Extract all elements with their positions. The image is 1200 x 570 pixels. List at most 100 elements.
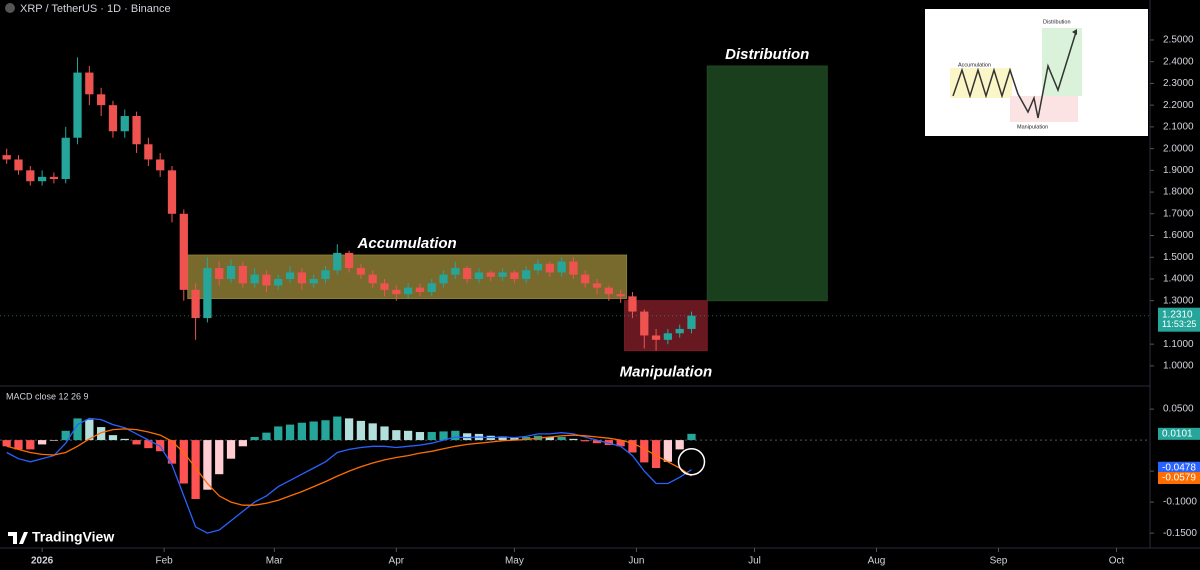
candle-body (49, 176, 59, 180)
histogram-bar (274, 426, 283, 441)
candle-body (522, 270, 531, 279)
candle-body (651, 335, 661, 340)
histogram-bar (403, 430, 413, 441)
candle-body (167, 170, 177, 214)
candle-body (403, 287, 413, 295)
candle-body (463, 268, 472, 279)
y-tick-label: 1.7000 (1163, 208, 1194, 219)
candle-body (510, 272, 519, 279)
histogram-bar (2, 440, 11, 447)
candle-body (73, 72, 82, 138)
y-tick-label: 1.3000 (1163, 295, 1194, 306)
candle-body (108, 105, 118, 132)
candle-body (415, 287, 425, 293)
logo-icon (8, 532, 28, 544)
candle-body (274, 278, 283, 286)
histogram-bar (510, 437, 519, 441)
candle-body (309, 278, 318, 284)
x-tick-label: Jun (628, 556, 644, 567)
y-tick-label: 1.5000 (1163, 252, 1194, 263)
y-tick-label: 0.0500 (1163, 404, 1194, 415)
candle-body (557, 261, 566, 273)
candle-body (179, 213, 188, 290)
y-tick-label: -0.1500 (1163, 528, 1197, 539)
x-tick-label: 2026 (31, 556, 54, 567)
candle-body (486, 272, 495, 277)
x-tick-label: Aug (868, 556, 886, 567)
candle-body (498, 272, 507, 277)
candle-body (344, 252, 354, 269)
histogram-bar (167, 440, 177, 464)
y-tick-label: 2.4000 (1163, 56, 1194, 67)
histogram-bar (321, 420, 330, 441)
y-tick-label: 1.6000 (1163, 230, 1194, 241)
histogram-bar (592, 440, 602, 444)
candle-body (120, 116, 129, 132)
histogram-bar (569, 438, 578, 441)
y-tick-label: 2.1000 (1163, 122, 1194, 133)
y-tick-label: 1.1000 (1163, 339, 1194, 350)
candle-body (533, 263, 543, 271)
histogram-bar (120, 438, 129, 441)
y-tick-label: 1.9000 (1163, 165, 1194, 176)
y-tick-label: 1.0000 (1163, 361, 1194, 372)
candle-body (144, 144, 153, 160)
histogram-bar (144, 440, 153, 449)
value-badge (1158, 472, 1200, 484)
histogram-bar (451, 430, 460, 441)
candle-body (569, 261, 578, 275)
histogram-bar (356, 420, 366, 441)
y-tick-label: 2.0000 (1163, 143, 1194, 154)
histogram-bar (628, 440, 637, 453)
histogram-bar (49, 440, 59, 441)
candle-body (616, 294, 625, 297)
candle-body (474, 272, 484, 279)
value-badge-label: 0.0101 (1162, 428, 1193, 439)
histogram-bar (344, 418, 354, 441)
header: XRP / TetherUS · 1D · Binance (20, 3, 171, 15)
candle-body (238, 265, 247, 284)
x-tick-label: Oct (1109, 556, 1125, 567)
histogram-bar (368, 423, 377, 441)
zone (706, 65, 828, 302)
candle-body (250, 274, 259, 284)
inset-zone (1010, 96, 1078, 122)
histogram-bar (238, 440, 247, 447)
inset-path (952, 31, 1077, 119)
candle-body (215, 268, 224, 279)
y-tick-label: 2.3000 (1163, 78, 1194, 89)
histogram-bar (215, 440, 224, 475)
candle-body (604, 287, 613, 295)
histogram-bar (663, 440, 673, 462)
histogram-bar (132, 440, 141, 445)
candle-body (356, 268, 366, 275)
candle-body (592, 283, 602, 288)
histogram-bar (498, 436, 507, 441)
histogram-bar (297, 422, 306, 441)
countdown: 11:53:25 (1162, 319, 1196, 329)
x-tick-label: Apr (389, 556, 405, 567)
symbol-icon (5, 3, 15, 13)
candle-body (203, 268, 212, 319)
histogram-bar (37, 440, 47, 445)
histogram-bar (427, 432, 436, 441)
histogram-bar (463, 433, 472, 441)
histogram-bar (651, 440, 661, 468)
histogram-bar (687, 433, 696, 441)
zone-label: Distribution (725, 46, 809, 63)
histogram-bar (97, 427, 106, 441)
histogram-bar (522, 436, 531, 441)
candle-body (37, 176, 47, 182)
x-tick-label: Mar (266, 556, 284, 567)
x-tick-label: May (505, 556, 524, 567)
macd-line (6, 428, 692, 506)
histogram-bar (616, 440, 625, 447)
histogram-bar (309, 421, 318, 441)
histogram-bar (262, 432, 271, 441)
candle-body (97, 94, 106, 106)
candle-body (156, 159, 165, 171)
histogram-bar (439, 431, 448, 441)
logo-text: TradingView (32, 529, 114, 545)
histogram-bar (380, 426, 389, 441)
histogram-bar (108, 435, 118, 441)
